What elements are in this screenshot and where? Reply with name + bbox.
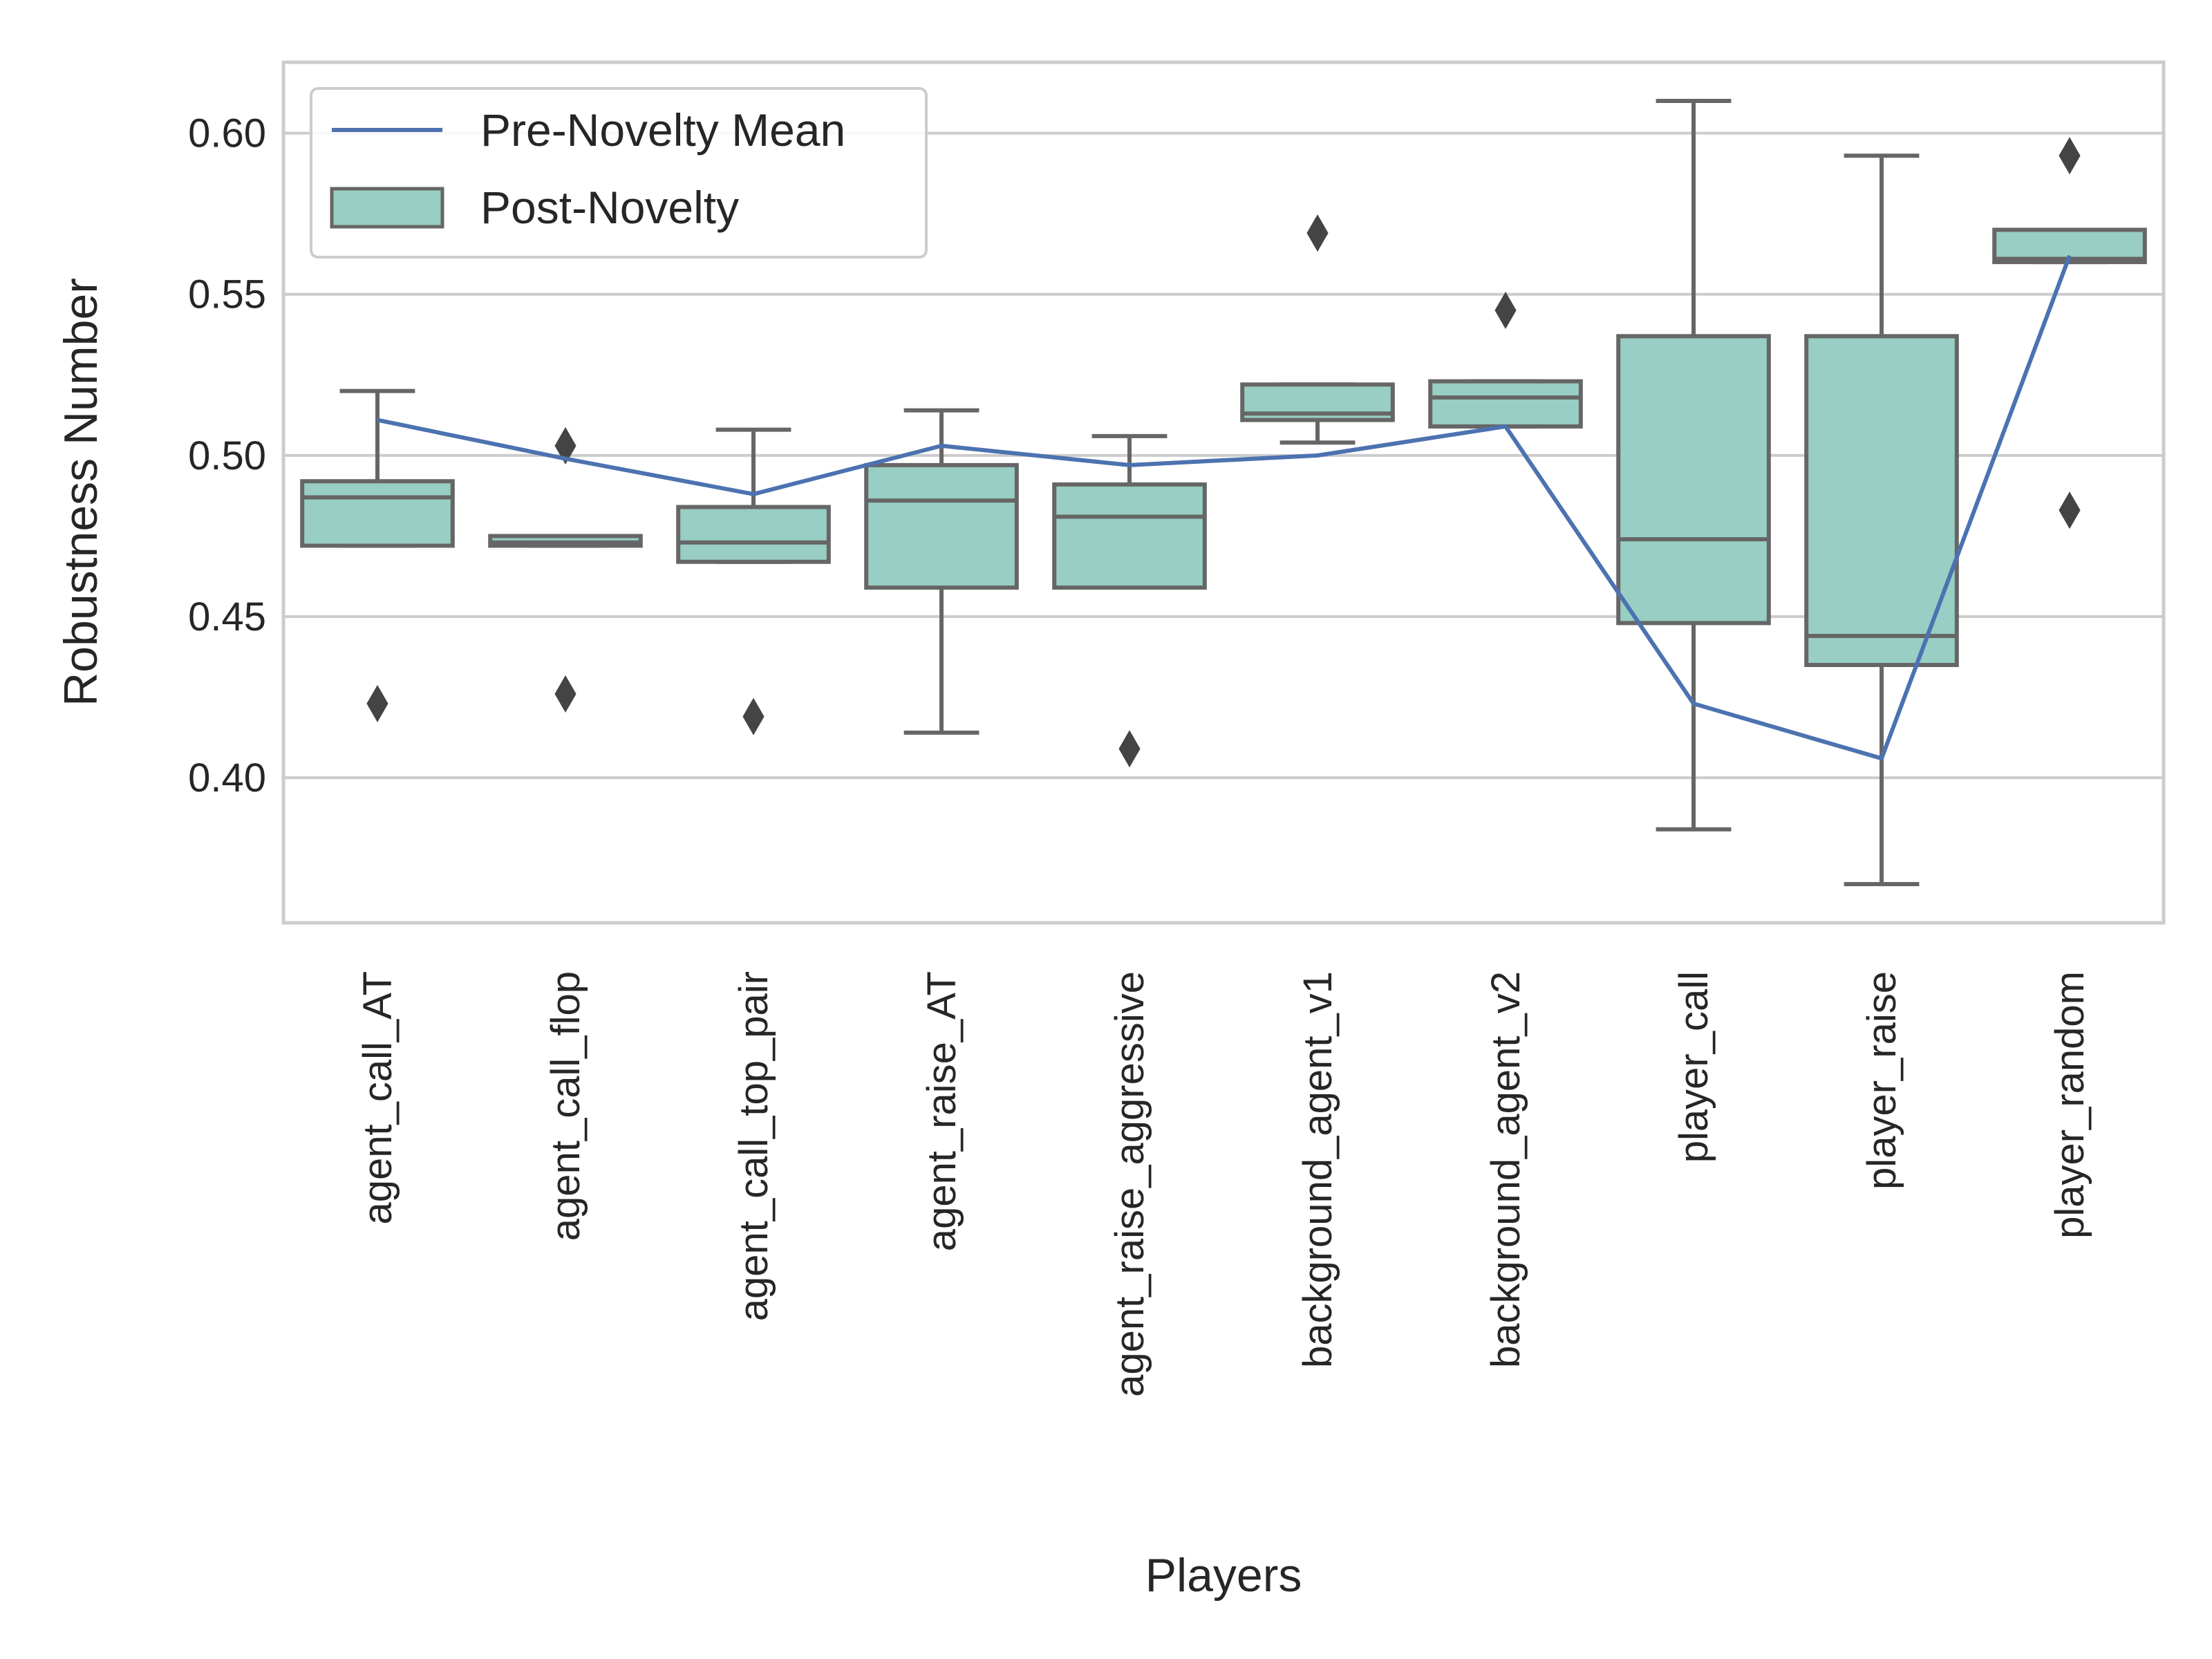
x-tick-label: agent_call_top_pair: [731, 971, 776, 1321]
y-tick-label: 0.45: [188, 594, 266, 639]
iqr-box: [300, 479, 455, 548]
x-tick-labels: agent_call_AT agent_call_flop agent_call_t…: [355, 971, 2092, 1397]
plot-frame: [281, 60, 2166, 925]
box-group-player-random: [1992, 137, 2147, 529]
pre-novelty-mean-series: [377, 254, 2072, 761]
outlier-point: [1118, 730, 1141, 768]
outlier-point: [554, 427, 577, 465]
y-tick-label: 0.55: [188, 272, 266, 317]
iqr-box: [676, 505, 831, 564]
y-tick-label: 0.60: [188, 111, 266, 156]
box-group-background-agent-v2: [1428, 292, 1583, 429]
legend-frame: [310, 87, 928, 259]
x-tick-label: player_raise: [1859, 971, 1904, 1190]
y-tick-labels: 0.40 0.45 0.50 0.55 0.60: [188, 111, 266, 801]
iqr-box: [864, 462, 1019, 590]
y-axis-label: Robustness Number: [55, 278, 107, 706]
iqr-box: [1616, 334, 1771, 626]
legend-label-pre-novelty-mean: Pre-Novelty Mean: [480, 104, 845, 156]
iqr-box: [1052, 482, 1207, 590]
box-group-player-raise: [1804, 153, 1959, 887]
y-tick-label: 0.40: [188, 756, 266, 800]
legend-label-post-novelty: Post-Novelty: [480, 182, 739, 233]
x-tick-label: agent_raise_aggressive: [1107, 971, 1152, 1397]
box-group-background-agent-v1: [1240, 214, 1395, 445]
box-group-agent-call-AT: [300, 388, 455, 722]
x-tick-label: background_agent_v2: [1483, 971, 1528, 1368]
outlier-point: [1306, 214, 1329, 252]
x-tick-label: background_agent_v1: [1295, 971, 1340, 1368]
outlier-point: [2059, 137, 2081, 175]
pre-novelty-mean-line: [377, 254, 2072, 761]
box-group-agent-call-flop: [488, 427, 643, 713]
iqr-box: [1992, 227, 2147, 265]
outlier-point: [2059, 491, 2081, 529]
outlier-point: [742, 697, 765, 735]
box-plots: [300, 98, 2147, 887]
x-tick-label: player_random: [2047, 971, 2092, 1239]
outlier-point: [554, 675, 577, 713]
x-tick-label: agent_call_AT: [355, 971, 400, 1225]
y-tick-label: 0.50: [188, 433, 266, 478]
x-tick-label: agent_call_flop: [543, 971, 588, 1241]
box-group-agent-raise-aggressive: [1052, 433, 1207, 768]
x-tick-label: agent_raise_AT: [919, 971, 964, 1251]
iqr-box: [1804, 334, 1959, 667]
box-group-player-call: [1616, 98, 1771, 832]
x-tick-label: player_call: [1671, 971, 1716, 1163]
iqr-box: [1428, 379, 1583, 429]
legend: Pre-Novelty Mean Post-Novelty: [310, 87, 928, 259]
box-group-agent-raise-AT: [864, 408, 1019, 735]
outlier-point: [1494, 292, 1517, 330]
legend-box-swatch: [330, 187, 444, 229]
x-axis-label: Players: [1145, 1549, 1302, 1602]
outlier-point: [366, 684, 388, 722]
